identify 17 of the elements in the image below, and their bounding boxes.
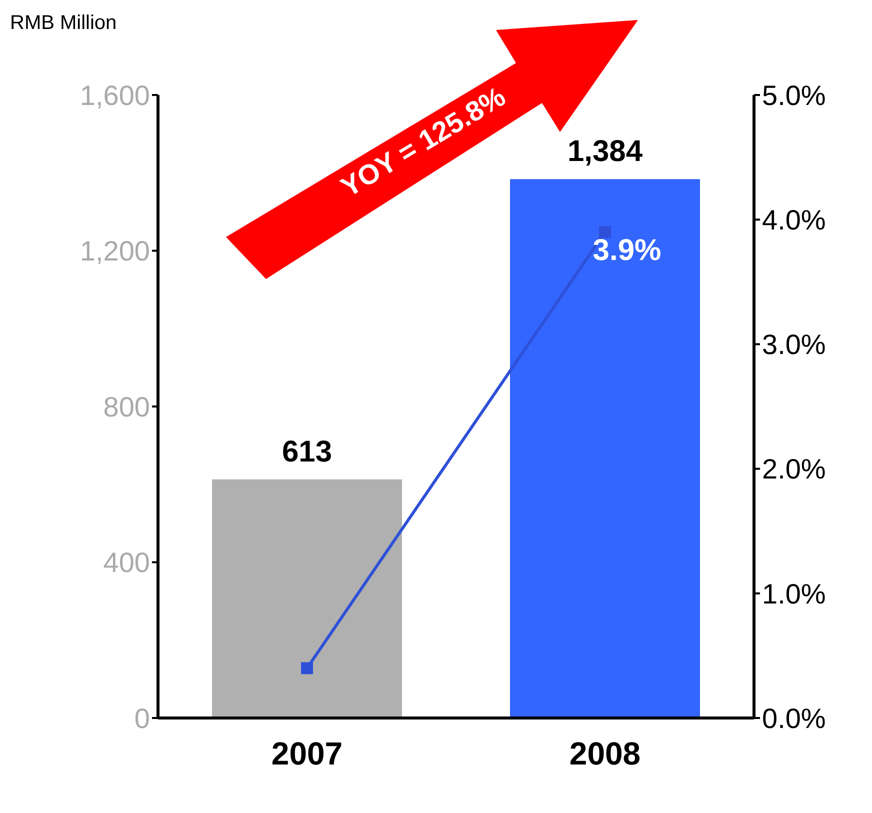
y2-tick-label: 3.0% (762, 329, 826, 360)
y2-tick-label: 4.0% (762, 204, 826, 236)
y-tick-label: 1,600 (80, 80, 150, 111)
y-tick-label: 1,200 (80, 236, 150, 267)
y-tick-label: 0 (134, 702, 150, 734)
y2-tick-label: 5.0% (762, 80, 826, 111)
y-axis-title: RMB Million (10, 12, 117, 35)
x-tick-label: 2008 (569, 736, 641, 772)
data-label: 1,384 (567, 135, 643, 168)
y2-tick-label: 0.0% (762, 702, 826, 734)
data-label: 3.9% (592, 234, 662, 268)
y2-tick-label: 2.0% (762, 454, 826, 485)
data-label: 613 (282, 435, 332, 468)
y-tick-label: 800 (103, 391, 150, 422)
y2-tick-label: 1.0% (762, 578, 826, 610)
y-tick-label: 400 (103, 547, 150, 578)
x-tick-label: 2007 (271, 736, 343, 772)
